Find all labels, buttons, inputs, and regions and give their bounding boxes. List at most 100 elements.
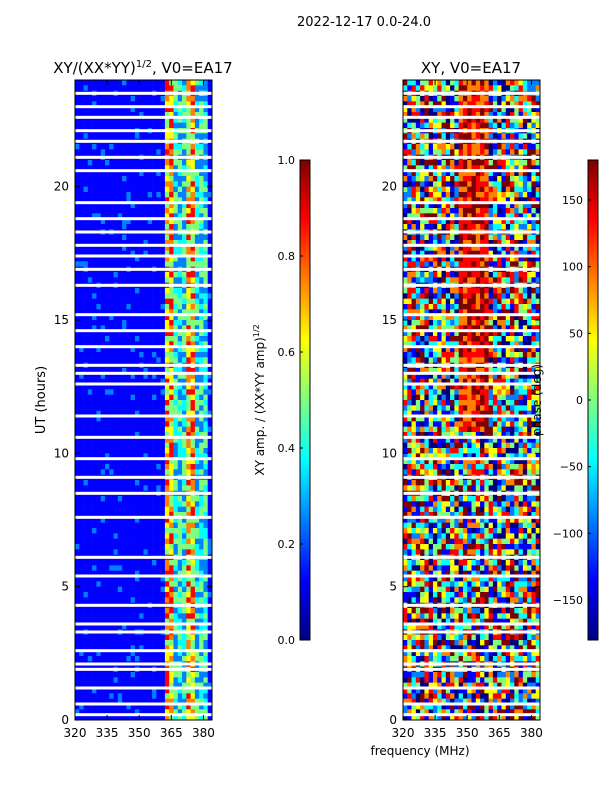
heatmap-cell [139,613,144,619]
heatmap-cell [190,202,196,209]
heatmap-cell [109,346,114,353]
heatmap-cell [420,170,425,177]
heatmap-cell [164,437,170,443]
heatmap-cell [87,186,93,193]
heatmap-cell [92,106,97,113]
heatmap-cell [147,624,153,630]
heatmap-cell [83,352,89,358]
heatmap-cell [113,549,119,555]
heatmap-cell [458,224,464,230]
heatmap-cell [182,517,187,523]
heatmap-cell [130,576,136,582]
heatmap-cell [126,634,131,641]
heatmap-cell [207,592,212,598]
heatmap-cell [143,101,149,107]
heatmap-cell [194,533,200,539]
heatmap-cell [100,410,106,417]
heatmap-cell [207,218,212,225]
heatmap-cell [92,245,97,251]
heatmap-cell [471,101,477,107]
heatmap-cell [100,453,106,459]
heatmap-cell [113,496,119,502]
heatmap-cell [92,101,97,107]
heatmap-cell [83,368,89,374]
heatmap-cell [186,501,191,507]
flagged-row [75,667,212,671]
heatmap-cell [83,133,89,139]
heatmap-cell [169,592,174,598]
heatmap-cell [169,170,174,177]
heatmap-cell [471,106,477,113]
heatmap-cell [139,560,144,566]
heatmap-cell [113,693,119,699]
heatmap-cell [194,240,200,246]
heatmap-cell [109,512,114,518]
heatmap-cell [199,448,204,454]
heatmap-cell [169,288,174,294]
heatmap-cell [169,570,174,577]
heatmap-cell [113,464,119,470]
heatmap-cell [160,704,166,710]
heatmap-cell [117,213,123,219]
heatmap-cell [445,224,451,230]
heatmap-cell [104,538,110,545]
heatmap-cell [173,565,179,571]
heatmap-cell [134,714,140,720]
heatmap-cell [194,261,200,267]
heatmap-cell [109,506,114,513]
heatmap-cell [458,218,464,225]
heatmap-cell [109,698,114,705]
heatmap-cell [87,709,93,715]
heatmap-cell [100,218,106,225]
heatmap-cell [199,368,204,374]
heatmap-cell [130,698,136,705]
heatmap-cell [467,234,472,241]
heatmap-cell [156,549,161,555]
heatmap-cell [109,688,114,694]
heatmap-cell [122,693,127,699]
heatmap-cell [75,416,80,422]
heatmap-cell [75,448,80,454]
heatmap-cell [100,96,106,102]
heatmap-cell [92,613,97,619]
heatmap-cell [203,202,209,209]
heatmap-cell [164,496,170,502]
heatmap-cell [100,496,106,502]
heatmap-cell [96,117,101,123]
heatmap-cell [113,528,119,534]
heatmap-cell [173,389,179,395]
heatmap-cell [75,250,80,257]
heatmap-cell [130,245,136,251]
heatmap-cell [83,373,89,379]
heatmap-cell [75,709,80,715]
heatmap-cell [100,112,106,118]
heatmap-cell [156,165,161,171]
heatmap-cell [87,357,93,363]
heatmap-cell [130,202,136,209]
heatmap-cell [203,405,209,411]
heatmap-cell [160,240,166,246]
heatmap-cell [134,448,140,454]
heatmap-cell [432,117,438,123]
heatmap-cell [134,581,140,587]
heatmap-cell [113,330,119,337]
heatmap-cell [450,133,455,139]
heatmap-cell [156,634,161,641]
heatmap-cell [173,448,179,454]
heatmap-cell [403,250,408,257]
heatmap-cell [75,202,80,209]
heatmap-cell [156,272,161,278]
heatmap-cell [169,613,174,619]
heatmap-cell [75,560,80,566]
heatmap-cell [143,592,149,598]
flagged-row [75,243,212,247]
flagged-row [75,475,212,479]
heatmap-cell [437,85,442,91]
heatmap-cell [134,101,140,107]
heatmap-cell [164,176,170,182]
heatmap-cell [160,533,166,539]
heatmap-cell [134,213,140,219]
heatmap-cell [87,298,93,305]
heatmap-cell [186,277,191,283]
heatmap-cell [160,133,166,139]
